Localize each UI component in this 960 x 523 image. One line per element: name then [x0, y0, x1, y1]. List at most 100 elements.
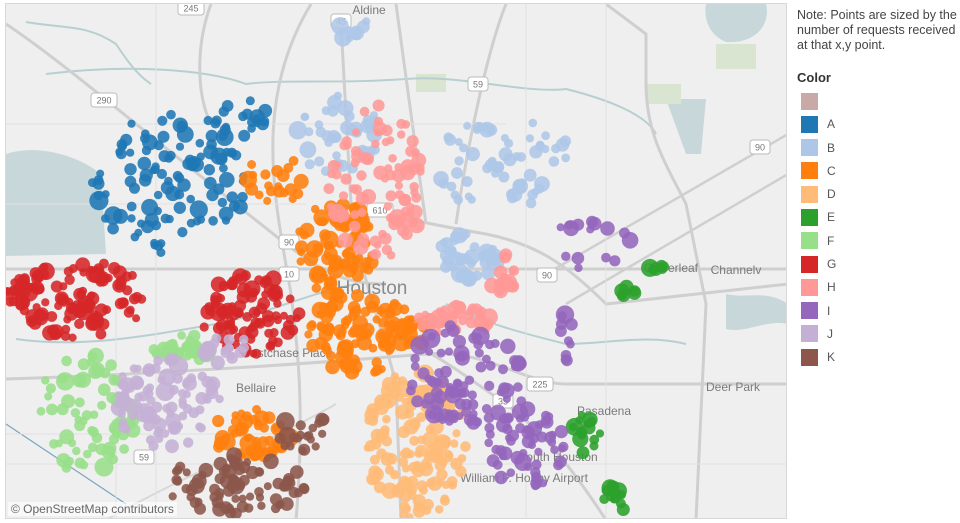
data-point[interactable]	[6, 287, 14, 300]
data-point[interactable]	[150, 238, 159, 248]
data-point[interactable]	[119, 390, 129, 401]
data-point[interactable]	[304, 330, 313, 339]
data-point[interactable]	[199, 322, 209, 332]
data-point[interactable]	[369, 454, 380, 465]
data-point[interactable]	[370, 367, 379, 377]
data-point[interactable]	[472, 417, 483, 427]
data-point[interactable]	[473, 339, 484, 350]
data-point[interactable]	[153, 190, 163, 200]
data-point[interactable]	[226, 447, 243, 463]
data-point[interactable]	[418, 385, 428, 395]
data-point[interactable]	[223, 334, 235, 346]
data-point[interactable]	[460, 441, 471, 452]
data-point[interactable]	[148, 440, 159, 451]
data-point[interactable]	[39, 262, 49, 272]
data-point[interactable]	[575, 426, 588, 438]
legend-item-f[interactable]: F	[797, 231, 960, 251]
data-point[interactable]	[6, 297, 15, 307]
data-point[interactable]	[254, 487, 264, 497]
data-point[interactable]	[198, 470, 207, 480]
data-point[interactable]	[238, 129, 251, 142]
data-point[interactable]	[243, 458, 252, 467]
data-point[interactable]	[523, 168, 537, 182]
data-point[interactable]	[324, 138, 334, 147]
data-point[interactable]	[586, 225, 595, 234]
data-point[interactable]	[189, 200, 208, 219]
data-point[interactable]	[295, 420, 306, 431]
data-point[interactable]	[350, 146, 361, 157]
data-point[interactable]	[304, 127, 314, 137]
data-point[interactable]	[247, 117, 257, 127]
data-point[interactable]	[199, 340, 217, 359]
data-point[interactable]	[186, 194, 195, 204]
data-point[interactable]	[209, 483, 221, 495]
data-point[interactable]	[536, 431, 548, 443]
data-point[interactable]	[399, 501, 410, 513]
data-point[interactable]	[59, 282, 68, 291]
legend-item-k[interactable]: K	[797, 347, 960, 367]
data-point[interactable]	[58, 295, 70, 307]
data-point[interactable]	[160, 213, 171, 224]
data-point[interactable]	[279, 188, 289, 198]
data-point[interactable]	[153, 206, 162, 216]
data-point[interactable]	[527, 189, 538, 200]
data-point[interactable]	[557, 311, 567, 321]
data-point[interactable]	[155, 434, 164, 443]
data-point[interactable]	[583, 419, 593, 429]
data-point[interactable]	[226, 191, 239, 203]
data-point[interactable]	[173, 201, 186, 214]
data-point[interactable]	[215, 307, 226, 317]
data-point[interactable]	[336, 215, 345, 224]
data-point[interactable]	[434, 454, 443, 463]
data-point[interactable]	[409, 217, 425, 234]
legend-item-j[interactable]: J	[797, 324, 960, 344]
data-point[interactable]	[479, 121, 495, 138]
data-point[interactable]	[485, 360, 496, 371]
data-point[interactable]	[380, 384, 394, 398]
data-point[interactable]	[44, 392, 53, 401]
data-point[interactable]	[32, 303, 41, 312]
data-point[interactable]	[72, 446, 81, 456]
data-point[interactable]	[343, 264, 356, 278]
data-point[interactable]	[525, 197, 537, 209]
data-point[interactable]	[383, 202, 393, 211]
data-point[interactable]	[345, 33, 354, 42]
data-point[interactable]	[153, 355, 164, 366]
data-point[interactable]	[110, 400, 127, 416]
data-point[interactable]	[407, 379, 418, 390]
data-point[interactable]	[525, 134, 535, 143]
data-point[interactable]	[79, 268, 88, 277]
data-point[interactable]	[186, 218, 196, 228]
data-point[interactable]	[390, 372, 399, 381]
data-point[interactable]	[182, 404, 193, 414]
data-point[interactable]	[444, 450, 454, 460]
data-point[interactable]	[212, 322, 225, 335]
data-point[interactable]	[370, 428, 384, 442]
data-point[interactable]	[473, 315, 489, 331]
data-point[interactable]	[173, 476, 183, 486]
data-point[interactable]	[156, 239, 166, 248]
data-point[interactable]	[176, 125, 194, 143]
data-point[interactable]	[395, 481, 408, 494]
data-point[interactable]	[123, 307, 135, 318]
data-point[interactable]	[59, 429, 75, 445]
data-point[interactable]	[364, 121, 375, 132]
data-point[interactable]	[448, 480, 457, 490]
data-point[interactable]	[218, 467, 227, 476]
data-point[interactable]	[219, 124, 231, 136]
data-point[interactable]	[238, 494, 247, 503]
data-point[interactable]	[451, 167, 463, 179]
data-point[interactable]	[388, 154, 397, 163]
data-point[interactable]	[165, 352, 180, 367]
data-point[interactable]	[461, 406, 472, 418]
data-point[interactable]	[172, 373, 183, 384]
data-point[interactable]	[372, 99, 385, 112]
scatter-points-layer[interactable]	[6, 17, 670, 519]
data-point[interactable]	[185, 348, 196, 359]
data-point[interactable]	[206, 188, 219, 202]
data-point[interactable]	[102, 441, 117, 456]
data-point[interactable]	[175, 142, 185, 151]
data-point[interactable]	[413, 312, 425, 324]
data-point[interactable]	[221, 100, 234, 112]
data-point[interactable]	[444, 347, 454, 356]
